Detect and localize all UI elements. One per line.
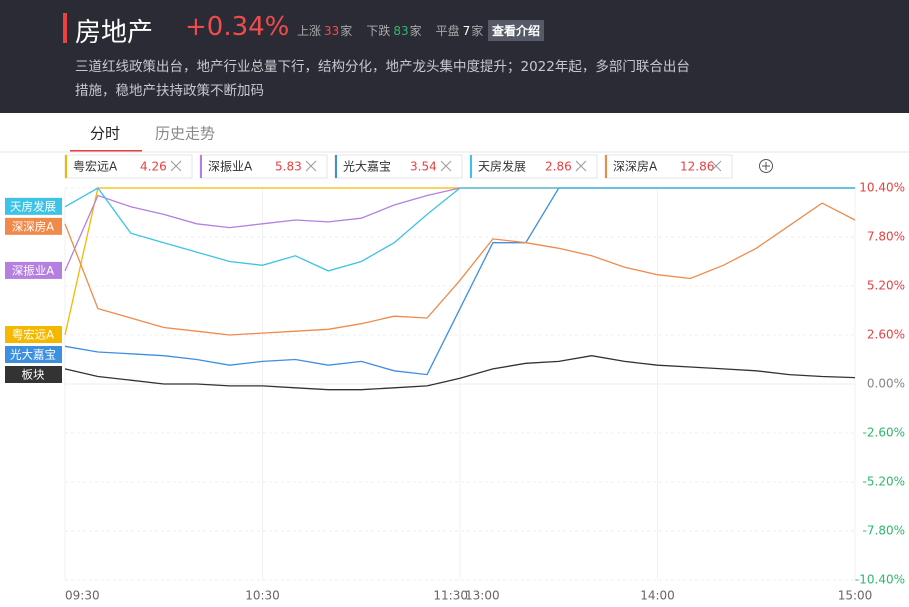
- side-label: 板块: [22, 368, 45, 382]
- legend-name: 深振业A: [208, 160, 253, 174]
- side-label-bg: [5, 197, 62, 215]
- legend-close: [575, 160, 587, 172]
- accent: [63, 13, 67, 43]
- legend-chip: [199, 154, 328, 179]
- legend-color: [605, 155, 607, 178]
- side-label: 深深房A: [12, 219, 54, 233]
- y-tick-label: 2.60%: [867, 328, 905, 342]
- side-label-bg: [5, 217, 62, 235]
- legend-name: 粤宏远A: [73, 159, 118, 174]
- stat-unit: 家: [340, 24, 353, 38]
- series-line: [64, 202, 856, 336]
- legend-name: 天房发展: [478, 159, 526, 174]
- add-button: [759, 159, 773, 173]
- side-label: 光大嘉宝: [10, 348, 56, 362]
- x-tick-label: 14:00: [640, 589, 675, 603]
- legend-color: [65, 155, 67, 178]
- x-tick-label: 11:30: [433, 589, 468, 603]
- stats: 上涨 33家 下跌 83家 平盘 7家: [297, 22, 497, 39]
- stat-label: 平盘: [435, 24, 460, 38]
- legend-price: 4.26: [140, 160, 167, 174]
- stat-count: 33: [324, 24, 340, 38]
- stat-label: 下跌: [366, 24, 391, 38]
- stat-unit: 家: [409, 24, 422, 38]
- legend-price: 12.86: [680, 160, 714, 174]
- series-line: [64, 187, 855, 272]
- y-tick-label: -7.80%: [863, 524, 905, 538]
- side-label-bg: [5, 346, 62, 363]
- legend-chip: [469, 154, 598, 179]
- legend-color: [200, 155, 202, 178]
- y-tick-label: 0.00%: [867, 377, 905, 391]
- y-tick-label: 5.20%: [867, 279, 905, 293]
- legend-chip: [604, 154, 733, 179]
- tab-underline: [70, 150, 142, 152]
- y-tick-label: -5.20%: [863, 475, 905, 489]
- legend-close: [440, 160, 452, 172]
- legend-color: [335, 155, 337, 178]
- y-tick-label: 7.80%: [867, 230, 905, 244]
- legend-price: 3.54: [410, 160, 437, 174]
- series-line: [64, 187, 855, 336]
- legend-close: [305, 160, 317, 172]
- tab: 分时: [90, 125, 120, 143]
- x-tick-label: 09:30: [65, 589, 100, 603]
- legend-close: [710, 160, 722, 172]
- series-line: [64, 187, 855, 272]
- change: +0.34%: [185, 12, 290, 42]
- legend-chip: [64, 154, 193, 179]
- series-line: [64, 355, 856, 391]
- side-label-bg: [5, 261, 62, 279]
- stat-label: 上涨: [297, 24, 322, 38]
- y-tick-label: 10.40%: [859, 181, 905, 195]
- side-label: 天房发展: [10, 199, 56, 213]
- side-label: 深振业A: [12, 263, 54, 277]
- side-label-bg: [5, 326, 62, 343]
- side-label-bg: [5, 366, 62, 383]
- tab: 历史走势: [155, 125, 215, 143]
- intro-button[interactable]: 查看介绍: [488, 20, 545, 41]
- legend-name: 深深房A: [613, 159, 658, 174]
- header: 房地产 +0.34% 上涨 33家 下跌 83家 平盘 7家 查看介绍 三道红线政策出台，…: [0, 0, 909, 113]
- x-tick-label: 15:00: [838, 589, 873, 603]
- title: 房地产: [75, 18, 154, 48]
- legend-color: [470, 155, 472, 178]
- x-tick-label: 13:00: [465, 589, 500, 603]
- legend-close: [170, 160, 182, 172]
- legend-price: 2.86: [545, 160, 572, 174]
- stat-count: 7: [462, 24, 471, 38]
- stat-unit: 家: [471, 24, 484, 38]
- description: 三道红线政策出台，地产行业总量下行，结构分化，地产龙头集中度提升；2022年起，…: [75, 59, 690, 99]
- y-tick-label: -10.40%: [855, 573, 905, 587]
- x-tick-label: 10:30: [245, 589, 280, 603]
- legend-chip: [334, 154, 463, 179]
- series-line: [64, 187, 855, 376]
- stat-count: 83: [393, 24, 409, 38]
- legend-price: 5.83: [275, 160, 302, 174]
- side-label: 粤宏远A: [12, 328, 54, 342]
- legend-name: 光大嘉宝: [343, 160, 391, 174]
- y-tick-label: -2.60%: [863, 426, 905, 440]
- add-plus: [762, 162, 770, 170]
